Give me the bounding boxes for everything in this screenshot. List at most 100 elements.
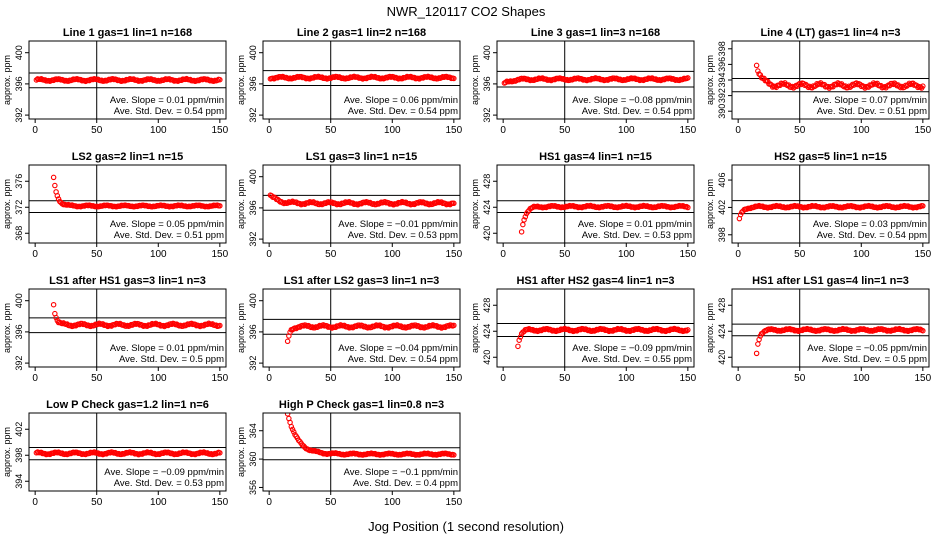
x-tick-label: 150 <box>680 373 697 384</box>
data-point <box>906 80 913 87</box>
data-point <box>76 321 83 328</box>
x-tick-label: 50 <box>794 125 806 136</box>
y-tick-label: 400 <box>248 293 258 308</box>
y-axis-label: approx. ppm <box>705 179 715 229</box>
x-tick-label: 50 <box>91 125 103 136</box>
panel-title: Line 1 gas=1 lin=1 n=168 <box>63 27 192 39</box>
chart-panel: LS2 gas=2 lin=1 n=15 0 50 100 150 368 372 376ap… <box>2 151 229 260</box>
plot-frame <box>731 288 930 368</box>
y-tick-label: 364 <box>248 423 258 438</box>
slope-annotation: Ave. Slope = 0.07 ppm/min <box>813 95 927 106</box>
panel-title: LS1 gas=3 lin=1 n=15 <box>306 151 418 163</box>
chart-panel: HS1 after HS2 gas=4 lin=1 n=3 0 50 100 150 42… <box>470 275 697 384</box>
x-tick-label: 50 <box>91 497 103 508</box>
y-axis-label: approx. ppm <box>470 55 480 105</box>
data-point <box>893 81 899 88</box>
stddev-annotation: Ave. Std. Dev. = 0.53 ppm <box>114 478 224 489</box>
y-tick-label: 396 <box>14 324 24 339</box>
data-point <box>451 200 457 207</box>
x-tick-label: 150 <box>212 125 229 136</box>
plot-frame <box>262 164 461 244</box>
x-tick-label: 0 <box>266 497 272 508</box>
data-point <box>217 203 223 209</box>
y-tick-label: 396 <box>248 76 258 91</box>
data-points <box>515 325 691 350</box>
x-tick-label: 150 <box>446 249 463 260</box>
panel-title: HS2 gas=5 lin=1 n=15 <box>774 151 887 163</box>
plot-frame <box>496 164 695 244</box>
data-point <box>411 74 418 81</box>
plot-frame <box>28 412 227 492</box>
data-point <box>685 75 691 81</box>
y-tick-label: 398 <box>14 448 24 463</box>
x-tick-label: 50 <box>794 249 806 260</box>
plot-frame <box>262 288 461 368</box>
stddev-annotation: Ave. Std. Dev. = 0.54 ppm <box>817 230 927 241</box>
y-tick-label: 424 <box>717 324 727 339</box>
slope-annotation: Ave. Slope = 0.01 ppm/min <box>578 219 692 230</box>
panel-title: LS1 after HS1 gas=3 lin=1 n=3 <box>49 275 206 287</box>
y-tick-label: 392 <box>482 108 492 123</box>
data-point <box>50 301 57 308</box>
y-tick-label: 428 <box>717 298 727 313</box>
stddev-annotation: Ave. Std. Dev. = 0.4 ppm <box>353 478 458 489</box>
y-axis-label: approx. ppm <box>236 179 246 229</box>
slope-annotation: Ave. Slope = −0.1 ppm/min <box>344 467 458 478</box>
data-point <box>529 204 536 211</box>
x-tick-label: 50 <box>325 125 337 136</box>
chart-panel: HS2 gas=5 lin=1 n=15 0 50 100 150 398 402 406ap… <box>705 151 932 260</box>
data-point <box>302 74 308 81</box>
y-axis-label: approx. ppm <box>2 427 12 477</box>
data-point <box>920 203 926 209</box>
data-point <box>522 214 529 220</box>
x-tick-label: 0 <box>266 373 272 384</box>
x-tick-label: 50 <box>794 373 806 384</box>
data-point <box>816 81 823 87</box>
x-tick-label: 50 <box>559 249 571 260</box>
x-tick-label: 50 <box>91 249 103 260</box>
stddev-annotation: Ave. Std. Dev. = 0.54 ppm <box>348 354 458 365</box>
x-tick-label: 50 <box>91 373 103 384</box>
x-tick-label: 150 <box>446 373 463 384</box>
plot-frame <box>496 40 695 120</box>
data-point <box>521 217 527 223</box>
y-tick-label: 392 <box>14 108 24 123</box>
panel-title: High P Check gas=1 lin=0.8 n=3 <box>279 399 444 411</box>
data-point <box>52 182 58 189</box>
data-point <box>517 334 524 340</box>
y-tick-label: 398 <box>717 41 727 56</box>
plot-frame <box>28 40 227 120</box>
data-point <box>53 314 59 321</box>
data-point <box>685 204 691 211</box>
x-tick-label: 100 <box>384 125 401 136</box>
data-point <box>284 413 291 417</box>
panel-title: HS1 after HS2 gas=4 lin=1 n=3 <box>516 275 674 287</box>
plot-frame <box>28 164 227 244</box>
data-point <box>446 323 452 329</box>
data-points <box>518 202 691 235</box>
chart-panel: Line 1 gas=1 lin=1 n=168 0 50 100 150 392 396 4… <box>2 27 229 136</box>
data-point <box>644 76 650 82</box>
x-tick-label: 50 <box>325 497 337 508</box>
y-axis-label: approx. ppm <box>470 303 480 353</box>
data-point <box>305 200 312 206</box>
y-axis-label: approx. ppm <box>705 303 715 353</box>
y-tick-label: 428 <box>482 298 492 313</box>
chart-panel: LS1 after HS1 gas=3 lin=1 n=3 0 50 100 150 39… <box>2 275 229 384</box>
x-tick-label: 0 <box>735 125 741 136</box>
x-tick-label: 100 <box>618 249 635 260</box>
x-axis-label: Jog Position (1 second resolution) <box>368 519 564 534</box>
data-points <box>753 325 926 357</box>
x-tick-label: 50 <box>559 125 571 136</box>
data-point <box>516 337 522 343</box>
data-point <box>380 323 387 330</box>
data-points <box>50 174 223 210</box>
x-tick-label: 50 <box>325 249 337 260</box>
y-tick-label: 400 <box>248 45 258 60</box>
data-points <box>33 75 223 85</box>
data-point <box>213 322 219 328</box>
data-point <box>856 327 862 333</box>
slope-annotation: Ave. Slope = 0.03 ppm/min <box>813 219 927 230</box>
data-points <box>284 413 457 458</box>
panel-grid: Line 1 gas=1 lin=1 n=168 0 50 100 150 392 396 4… <box>2 27 932 508</box>
